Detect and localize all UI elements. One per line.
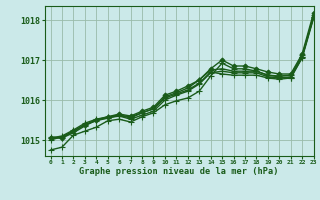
X-axis label: Graphe pression niveau de la mer (hPa): Graphe pression niveau de la mer (hPa) <box>79 167 279 176</box>
